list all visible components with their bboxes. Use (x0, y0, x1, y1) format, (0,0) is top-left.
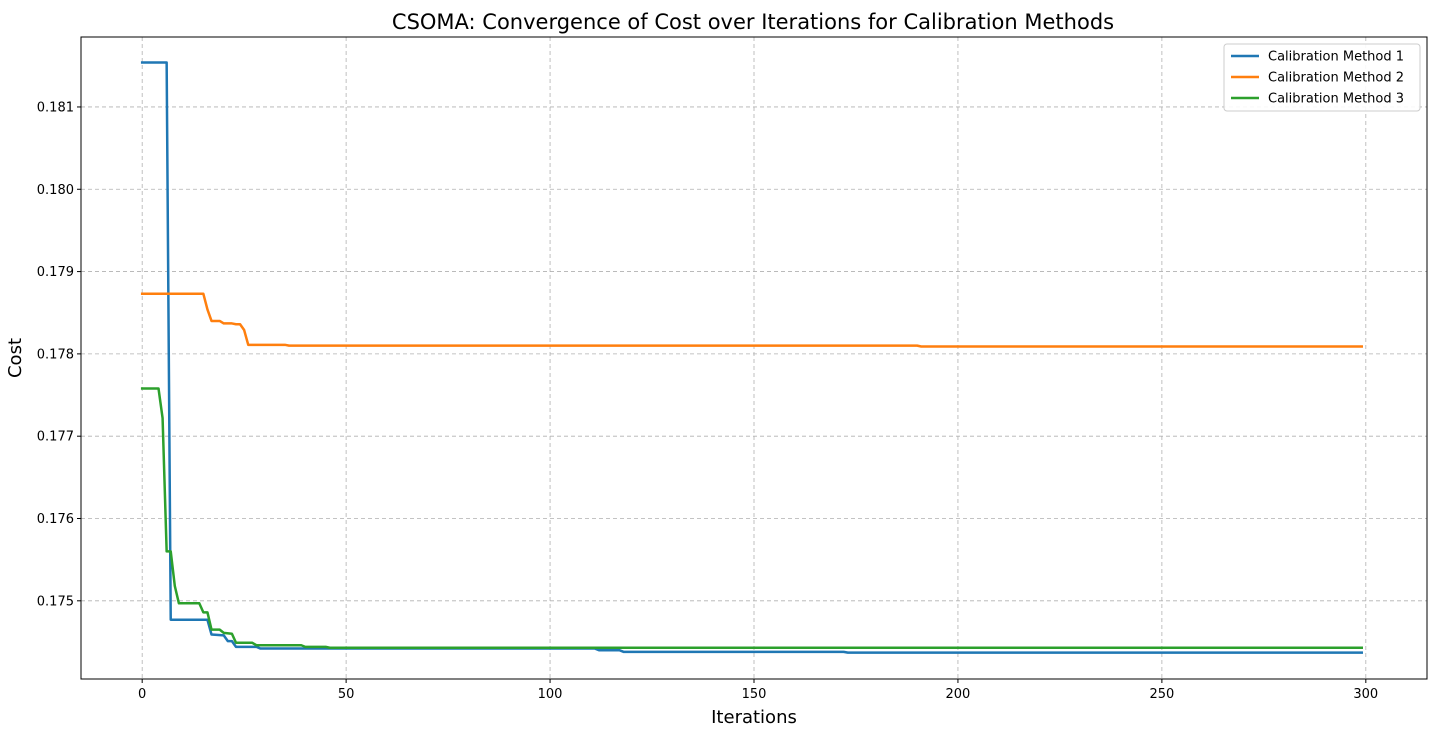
grid (81, 37, 1427, 679)
x-axis-ticks: 0 50 100 150 200 250 300 (138, 679, 1378, 702)
legend-box (1223, 43, 1421, 112)
series-line-calibration-method-3 (140, 387, 1363, 649)
x-tick-label: 300 (1353, 687, 1378, 702)
y-axis-label: Cost (5, 338, 26, 378)
y-tick-label: 0.180 (37, 183, 74, 198)
y-tick-label: 0.177 (37, 430, 74, 445)
x-axis-label: Iterations (711, 707, 797, 728)
chart-title: CSOMA: Convergence of Cost over Iteratio… (392, 10, 1114, 34)
series-line-calibration-method-1 (140, 61, 1363, 654)
y-tick-label: 0.175 (37, 594, 74, 609)
x-tick-label: 250 (1149, 687, 1174, 702)
y-tick-label: 0.181 (37, 100, 74, 115)
x-tick-label: 0 (138, 687, 146, 702)
plot-frame (80, 36, 1428, 680)
x-tick-label: 50 (338, 687, 355, 702)
series-lines (140, 61, 1363, 654)
legend-label: Calibration Method 2 (1268, 71, 1404, 86)
legend: Calibration Method 1 Calibration Method 2… (1223, 43, 1421, 112)
x-tick-label: 150 (742, 687, 767, 702)
y-tick-label: 0.178 (37, 347, 74, 362)
legend-label: Calibration Method 1 (1268, 50, 1404, 65)
y-axis-ticks: 0.175 0.176 0.177 0.178 0.179 0.180 0.181 (37, 100, 81, 609)
legend-label: Calibration Method 3 (1268, 92, 1404, 107)
x-tick-label: 100 (538, 687, 563, 702)
x-tick-label: 200 (946, 687, 971, 702)
y-tick-label: 0.176 (37, 512, 74, 527)
y-tick-label: 0.179 (37, 265, 74, 280)
series-line-calibration-method-2 (140, 292, 1363, 348)
